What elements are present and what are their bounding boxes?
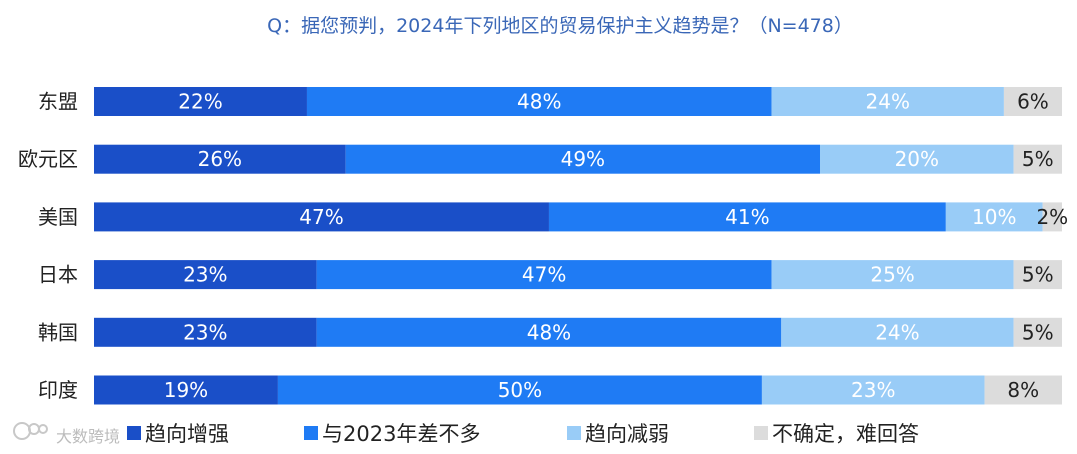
bar-row: 韩国 23% 48% 24% 5% (38, 317, 1062, 347)
bar-segment (316, 260, 772, 290)
data-label: 22% (178, 90, 222, 114)
bar-segment (1013, 260, 1062, 290)
legend-item: 与2023年差不多 (304, 422, 480, 446)
bar-row: 东盟 22% 48% 24% 6% (38, 87, 1062, 116)
data-label: 2% (1036, 205, 1068, 229)
data-label: 19% (164, 378, 208, 402)
bar-segment (345, 144, 820, 174)
legend-swatch (127, 426, 141, 440)
legend-swatch (567, 426, 581, 440)
data-label: 8% (1007, 378, 1039, 402)
data-label: 41% (725, 205, 769, 229)
data-label: 5% (1022, 320, 1054, 344)
legend-label: 不确定，难回答 (772, 422, 919, 446)
data-label: 49% (561, 147, 605, 171)
watermark-logo-icon (13, 422, 48, 440)
bar-segment (1013, 317, 1062, 347)
category-label: 美国 (38, 205, 78, 229)
data-label: 20% (895, 147, 939, 171)
category-label: 印度 (38, 378, 78, 402)
bar-segment (316, 317, 782, 347)
legend-item: 趋向增强 (127, 422, 229, 446)
bar-segment (761, 375, 985, 405)
data-label: 26% (198, 147, 242, 171)
watermark-text: 大数跨境 (56, 427, 120, 446)
bar-segment (984, 375, 1062, 405)
bar-segment (771, 87, 1004, 116)
chart-title: Q：据您预判，2024年下列地区的贸易保护主义趋势是？（N=478） (267, 15, 853, 37)
data-label: 24% (866, 90, 910, 114)
bar-segment (548, 202, 946, 232)
category-label: 韩国 (38, 320, 78, 344)
data-label: 25% (870, 263, 914, 287)
bar-segment (277, 375, 762, 405)
legend-item: 不确定，难回答 (754, 422, 919, 446)
bar-segment (820, 144, 1014, 174)
category-label: 欧元区 (18, 147, 78, 171)
data-label: 47% (522, 263, 566, 287)
data-label: 48% (527, 320, 571, 344)
legend-swatch (304, 426, 318, 440)
bar-segment (1013, 144, 1062, 174)
bar-segment (94, 375, 278, 405)
data-label: 48% (517, 90, 561, 114)
bar-segment (94, 144, 346, 174)
bar-row: 欧元区 26% 49% 20% 5% (18, 144, 1062, 174)
bar-segment (771, 260, 1014, 290)
data-label: 5% (1022, 263, 1054, 287)
bar-segment (94, 202, 549, 232)
data-label: 6% (1017, 90, 1049, 114)
bar-segment (781, 317, 1014, 347)
bar-segment (1042, 202, 1062, 232)
bar-segment (306, 87, 772, 116)
legend-label: 与2023年差不多 (322, 422, 480, 446)
data-label: 24% (875, 320, 919, 344)
data-label: 23% (183, 263, 227, 287)
watermark: 大数跨境 (13, 422, 120, 446)
legend-item: 趋向减弱 (567, 422, 669, 446)
legend-label: 趋向增强 (145, 422, 229, 446)
category-label: 日本 (38, 263, 78, 287)
bar-row: 印度 19% 50% 23% 8% (38, 375, 1062, 405)
data-label: 23% (851, 378, 895, 402)
bar-segment (1003, 87, 1062, 116)
bar-segment (945, 202, 1043, 232)
data-label: 5% (1022, 147, 1054, 171)
data-label: 50% (498, 378, 542, 402)
bar-row: 日本 23% 47% 25% 5% (38, 260, 1062, 290)
bar-segment (94, 87, 307, 116)
legend-label: 趋向减弱 (585, 422, 669, 446)
bar-segment (94, 317, 317, 347)
bar-row: 美国 47% 41% 10% 2% (38, 202, 1068, 232)
legend: 趋向增强 与2023年差不多 趋向减弱 不确定，难回答 (127, 422, 919, 446)
bar-segment (94, 260, 317, 290)
data-label: 47% (299, 205, 343, 229)
legend-swatch (754, 426, 768, 440)
bars-group: 东盟 22% 48% 24% 6% 欧元区 26% 49% 20% 5% 美国 47% 41% 10% 2%… (18, 87, 1068, 405)
data-label: 10% (972, 205, 1016, 229)
category-label: 东盟 (38, 90, 78, 114)
data-label: 23% (183, 320, 227, 344)
